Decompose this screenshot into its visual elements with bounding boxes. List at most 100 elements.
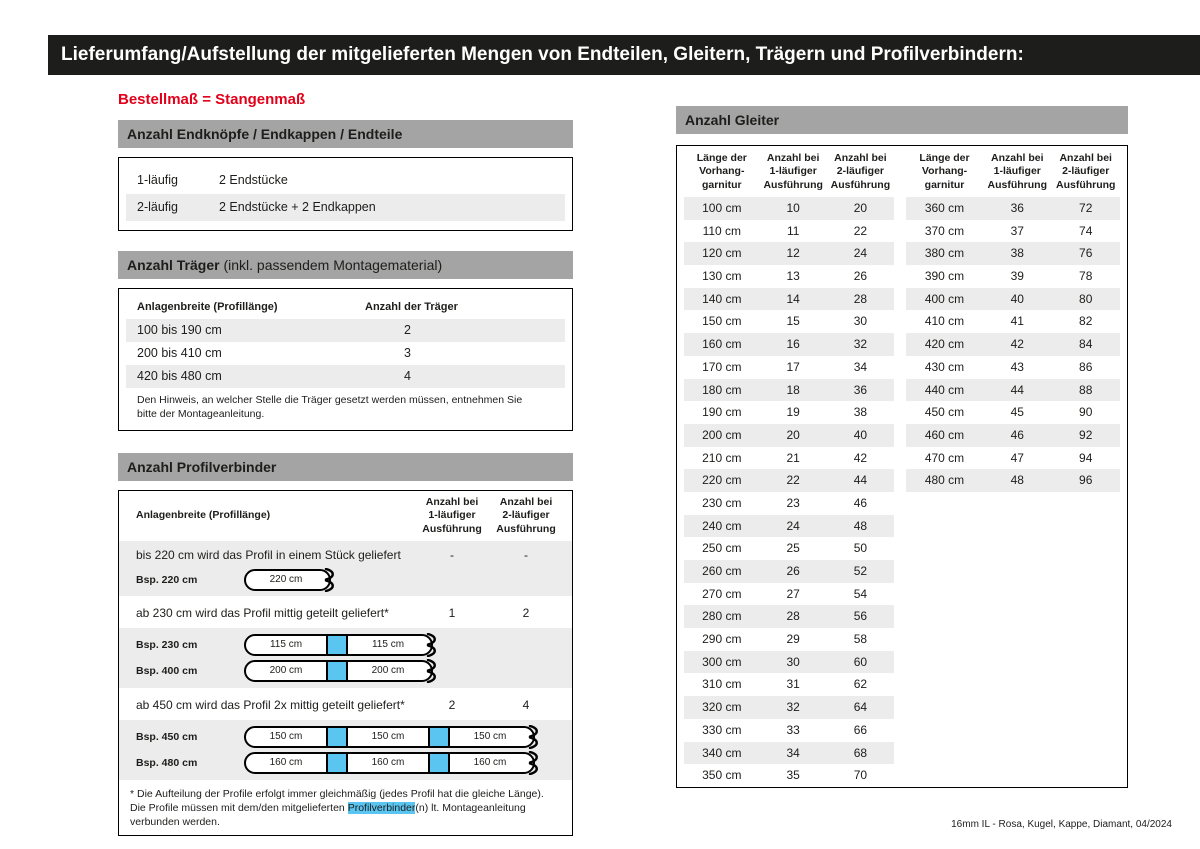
endteile-rows: 1-läufig 2 Endstücke 2-läufig 2 Endstück… (126, 167, 565, 221)
traeger-header-title: Anzahl Träger (127, 257, 220, 273)
length-cell: 420 cm (924, 337, 965, 352)
length-cell: 200 cm (702, 427, 742, 442)
col-anzahl-1-laeufig: Anzahl bei 1-läufiger Ausführung (763, 152, 823, 191)
count-1-laeufig: 2 (448, 697, 456, 712)
count-1-cell: 35 (786, 768, 800, 783)
table-row: 330 cm 33 66 (684, 719, 894, 742)
profile-rod: 220 cm (244, 567, 334, 592)
rod-segment-label: 150 cm (473, 730, 507, 742)
count-2-laeufig: 2 (522, 605, 530, 620)
table-row: 2-läufig 2 Endstücke + 2 Endkappen (126, 194, 565, 221)
count-1-cell: 18 (786, 382, 800, 397)
rod-segment-label: 150 cm (371, 730, 405, 742)
traeger-header-subtitle: (inkl. passendem Montagematerial) (219, 257, 443, 273)
count-2-cell: 80 (1079, 291, 1093, 306)
length-cell: 130 cm (702, 269, 742, 284)
table-row: 100 bis 190 cm 2 (126, 319, 565, 342)
length-cell: 220 cm (702, 473, 742, 488)
examples-ab-230: Bsp. 230 cm 115 cm 115 cm Bsp. 400 cm 200… (119, 627, 572, 688)
endteile-section-header: Anzahl Endknöpfe / Endkappen / Endteile (118, 120, 573, 148)
endteile-table: 1-läufig 2 Endstücke 2-läufig 2 Endstück… (118, 157, 573, 231)
profilverbinder-connector (326, 727, 348, 746)
table-row: 450 cm 45 90 (906, 401, 1120, 424)
count-2-cell: 48 (853, 518, 868, 533)
count-2-cell: 32 (853, 337, 868, 352)
table-row: 230 cm 23 46 (684, 492, 894, 515)
col-anlagenbreite: Anlagenbreite (Profillänge) (137, 301, 278, 313)
count-1-cell: 28 (786, 609, 800, 624)
table-row: 420 bis 480 cm 4 (126, 365, 565, 388)
right-column: Anzahl Gleiter Länge der Vorhang- garnit… (676, 106, 1128, 788)
count-2-laeufig: 4 (522, 697, 530, 712)
example-row: Bsp. 480 cm 160 cm 160 cm 160 cm (119, 750, 572, 776)
traeger-note: Den Hinweis, an welcher Stelle die Träge… (137, 394, 523, 420)
profile-rod: 160 cm 160 cm 160 cm (244, 750, 538, 775)
col-anzahl-2-laeufig: Anzahl bei 2-läufiger Ausführung (1055, 152, 1116, 191)
length-cell: 340 cm (702, 745, 742, 760)
count-1-cell: 37 (1010, 223, 1024, 238)
endstuecke-cell: 2 Endstücke + 2 Endkappen (219, 200, 376, 214)
length-cell: 210 cm (702, 450, 742, 465)
length-cell: 440 cm (924, 382, 965, 397)
length-cell: 240 cm (702, 518, 742, 533)
left-column: Bestellmaß = Stangenmaß Anzahl Endknöpfe… (118, 85, 573, 837)
table-row: 120 cm 12 24 (684, 242, 894, 266)
rod-segment-label: 150 cm (269, 730, 303, 742)
length-cell: 410 cm (924, 314, 965, 329)
count-1-cell: 16 (786, 337, 800, 352)
length-cell: 230 cm (702, 495, 742, 510)
length-cell: 260 cm (702, 564, 742, 578)
length-cell: 290 cm (702, 632, 742, 647)
count-2-cell: 20 (853, 201, 868, 215)
length-cell: 150 cm (702, 314, 742, 329)
examples-ab-450: Bsp. 450 cm 150 cm 150 cm 150 cm Bsp. 480 … (119, 719, 572, 780)
traeger-section-header: Anzahl Träger (inkl. passendem Montagema… (118, 251, 573, 279)
rod-segment-label: 160 cm (269, 756, 303, 768)
count-1-cell: 25 (786, 541, 800, 556)
count-1-cell: 12 (786, 246, 800, 261)
statement-text: ab 230 cm wird das Profil mittig geteilt… (136, 605, 389, 620)
table-row: 250 cm 25 50 (684, 537, 894, 560)
statement-text: ab 450 cm wird das Profil 2x mittig gete… (136, 697, 405, 712)
length-cell: 140 cm (702, 291, 742, 306)
length-cell: 350 cm (702, 768, 742, 783)
profile-rod: 115 cm 115 cm (244, 632, 436, 657)
count-2-cell: 76 (1079, 246, 1093, 261)
length-cell: 360 cm (924, 201, 965, 215)
count-2-cell: 90 (1079, 405, 1093, 420)
example-label: Bsp. 230 cm (136, 638, 198, 651)
traeger-rows: 100 bis 190 cm 2 200 bis 410 cm 3 420 bi… (126, 319, 565, 388)
count-1-cell: 11 (786, 223, 800, 238)
page-title-bar: Lieferumfang/Aufstellung der mitgeliefer… (48, 35, 1200, 75)
count-1-cell: 40 (1010, 291, 1024, 306)
gleiter-table-header: Länge der Vorhang- garnitur Anzahl bei 1… (906, 152, 1120, 197)
count-2-cell: 30 (853, 314, 868, 329)
gleiter-rows-1: 100 cm 10 20 110 cm 11 22 120 cm 12 24 (684, 197, 894, 787)
endteile-header-label: Anzahl Endknöpfe / Endkappen / Endteile (127, 126, 403, 142)
table-row: 270 cm 27 54 (684, 583, 894, 606)
count-2-laeufig: - (524, 547, 528, 562)
count-2-cell: 92 (1079, 427, 1093, 442)
count-2-cell: 56 (853, 609, 868, 624)
count-2-cell: 78 (1079, 269, 1093, 284)
table-row: 210 cm 21 42 (684, 447, 894, 470)
count-1-cell: 26 (786, 564, 800, 578)
count-1-cell: 20 (786, 427, 800, 442)
col-laenge: Länge der Vorhang- garnitur (919, 152, 970, 191)
footnote-highlight: Profilverbinder (347, 801, 416, 814)
length-cell: 120 cm (702, 246, 742, 261)
count-2-cell: 26 (853, 269, 868, 284)
gleiter-section-header: Anzahl Gleiter (676, 106, 1128, 134)
table-row: 160 cm 16 32 (684, 333, 894, 356)
table-row: 150 cm 15 30 (684, 310, 894, 333)
footnote-text: * Die Aufteilung der Profile erfolgt imm… (130, 787, 544, 814)
col-laenge: Länge der Vorhang- garnitur (696, 152, 747, 191)
profilverbinder-table-header: Anlagenbreite (Profillänge) Anzahl bei 1… (119, 491, 572, 539)
count-2-cell: 46 (853, 495, 868, 510)
count-1-cell: 22 (786, 473, 800, 488)
col-anzahl-2-laeufig: Anzahl bei 2-läufiger Ausführung (496, 495, 556, 535)
statement-row: ab 450 cm wird das Profil 2x mittig gete… (119, 693, 572, 717)
length-cell: 480 cm (924, 473, 965, 488)
length-cell: 390 cm (924, 269, 965, 284)
table-row: 380 cm 38 76 (906, 242, 1120, 266)
